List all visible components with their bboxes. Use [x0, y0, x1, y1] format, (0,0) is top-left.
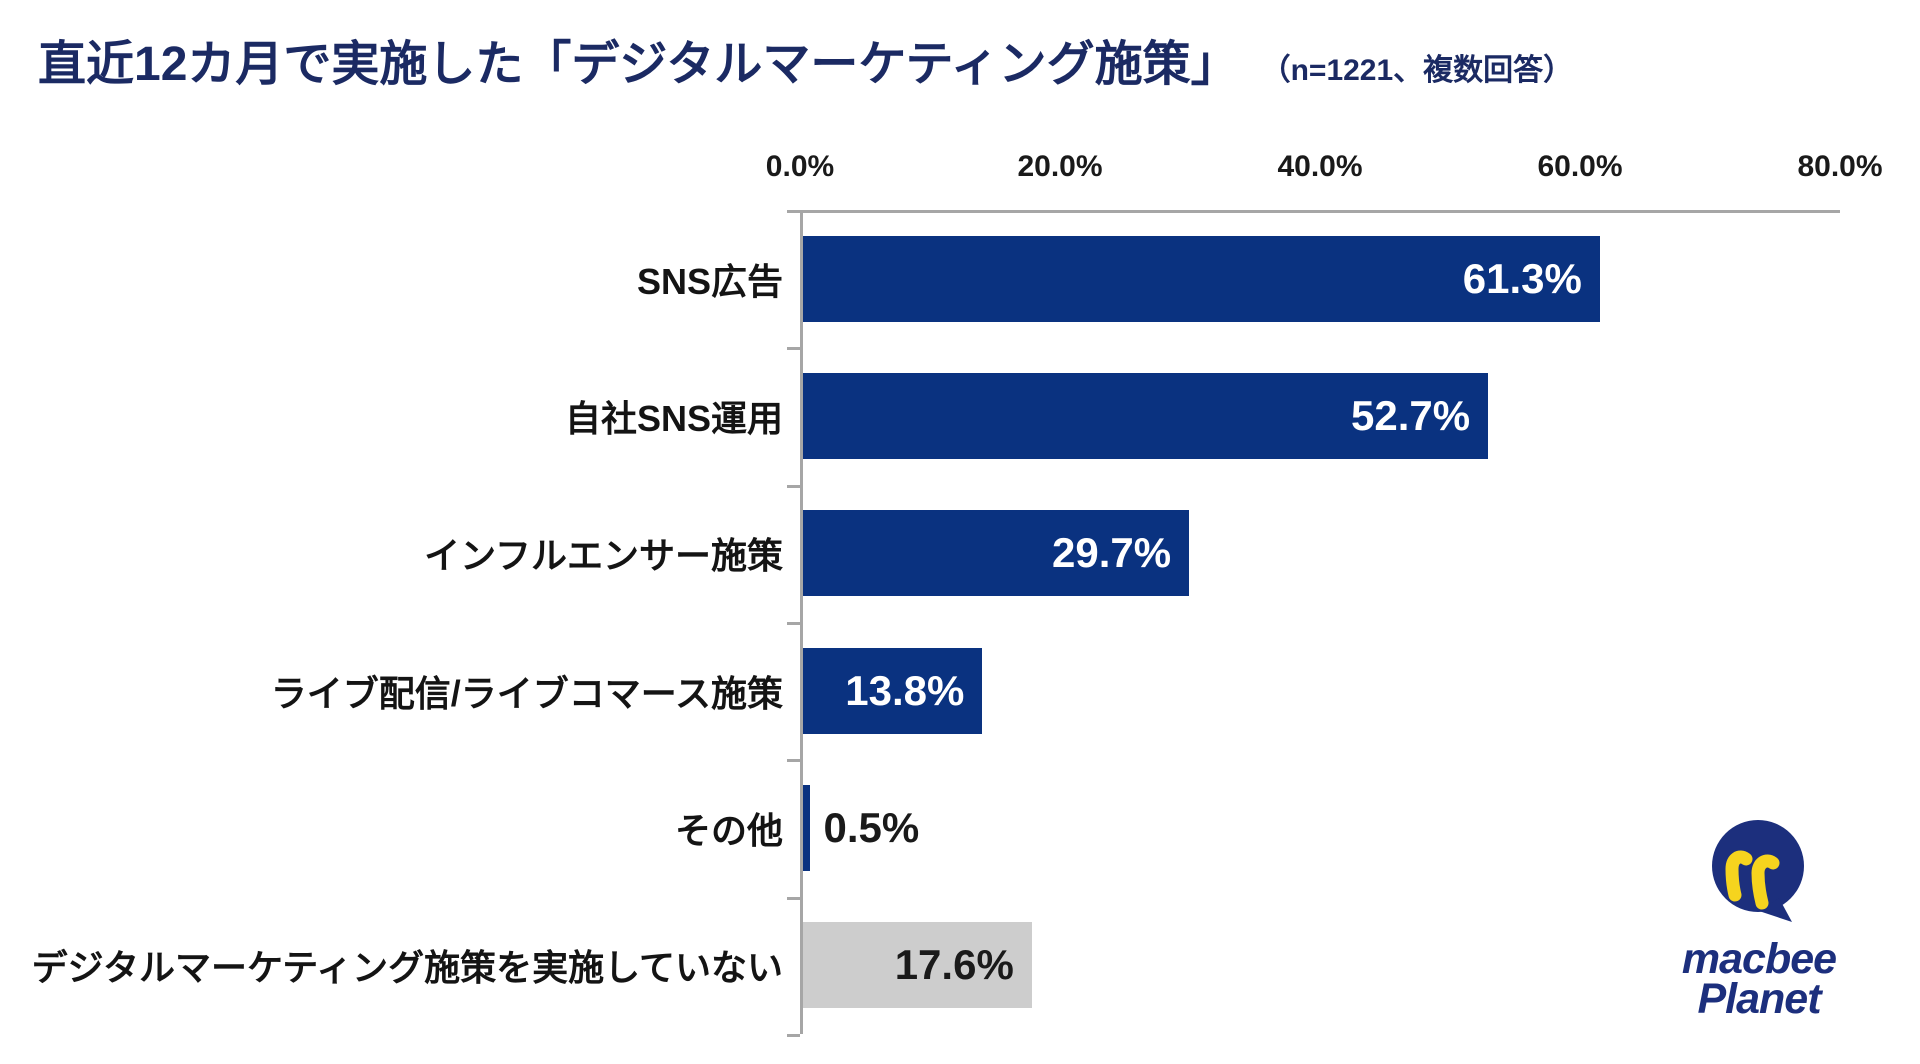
bar: 29.7%	[803, 510, 1190, 597]
x-tick-label: 40.0%	[1277, 150, 1363, 183]
chart-title: 直近12カ月で実施した「デジタルマーケティング施策」	[38, 38, 1239, 91]
bar-row: SNS広告 61.3%	[0, 210, 1843, 347]
category-label: 自社SNS運用	[564, 397, 783, 439]
category-label: その他	[674, 809, 783, 851]
bar-row: インフルエンサー施策 29.7%	[0, 485, 1843, 622]
bar: 17.6%	[803, 922, 1032, 1009]
axis-tick	[787, 897, 800, 900]
bar	[803, 784, 810, 871]
logo-text-macbee: macbee	[1681, 935, 1837, 983]
plot-area	[787, 210, 1840, 1037]
bar: 52.7%	[803, 372, 1489, 459]
logo-wordmark: macbee Planet	[1664, 935, 1854, 1023]
axis-tick	[787, 210, 800, 213]
x-tick-label: 80.0%	[1797, 150, 1883, 183]
bar-track: 29.7%	[800, 510, 1840, 597]
chart-subtitle: （n=1221、複数回答）	[1260, 54, 1574, 87]
logo-text-planet: Planet	[1697, 974, 1821, 1023]
bar-row: その他 0.5%	[0, 759, 1843, 896]
x-tick-label: 20.0%	[1017, 150, 1103, 183]
bar: 13.8%	[803, 647, 983, 734]
axis-tick	[787, 759, 800, 762]
bar-row: ライブ配信/ライブコマース施策 13.8%	[0, 622, 1843, 759]
value-label: 0.5%	[823, 803, 920, 851]
bar-rows: SNS広告 61.3% 自社SNS運用 52.7% インフルエンサー施策 29.7% ライブ…	[0, 210, 1843, 1034]
macbee-planet-logo: macbee Planet	[1664, 816, 1854, 1023]
logo-bubble-icon	[1712, 820, 1804, 922]
bar-row: デジタルマーケティング施策を実施していない 17.6%	[0, 897, 1843, 1034]
x-tick-label: 60.0%	[1537, 150, 1623, 183]
category-label: デジタルマーケティング施策を実施していない	[31, 947, 783, 989]
value-label: 17.6%	[894, 941, 1014, 989]
x-tick-label: 0.0%	[765, 150, 835, 183]
axis-tick	[787, 1034, 800, 1037]
bar-track: 13.8%	[800, 647, 1840, 734]
value-label: 29.7%	[1052, 529, 1172, 577]
value-label: 52.7%	[1351, 391, 1471, 439]
category-label: インフルエンサー施策	[424, 535, 783, 577]
x-axis-labels: 0.0% 20.0% 40.0% 60.0% 80.0%	[766, 150, 1883, 192]
chart-header: 直近12カ月で実施した「デジタルマーケティング施策」 （n=1221、複数回答）	[38, 24, 1573, 94]
category-label: ライブ配信/ライブコマース施策	[270, 672, 783, 714]
bar-track: 17.6%	[800, 922, 1840, 1009]
category-label: SNS広告	[636, 260, 783, 302]
bar-row: 自社SNS運用 52.7%	[0, 347, 1843, 484]
bar-track: 61.3%	[800, 235, 1840, 322]
bar-track: 52.7%	[800, 372, 1840, 459]
axis-tick	[787, 347, 800, 350]
bar: 61.3%	[803, 235, 1600, 322]
value-label: 61.3%	[1462, 254, 1582, 302]
value-label: 13.8%	[845, 666, 965, 714]
axis-tick	[787, 622, 800, 625]
bar-track: 0.5%	[800, 784, 1840, 871]
axis-tick	[787, 485, 800, 488]
